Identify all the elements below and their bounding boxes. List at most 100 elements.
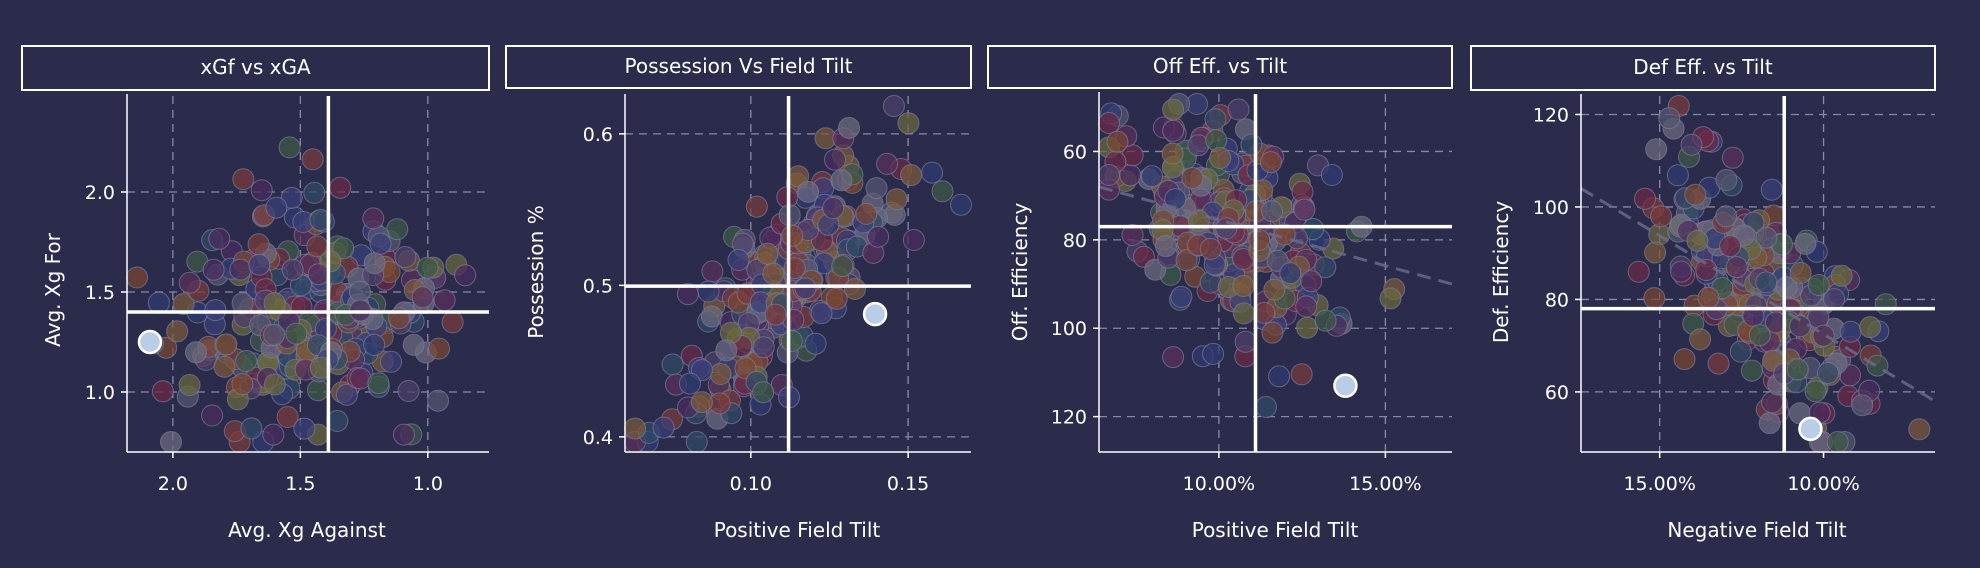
trend-layer bbox=[1580, 187, 1936, 403]
data-point bbox=[441, 311, 464, 334]
data-point bbox=[380, 350, 402, 373]
data-point bbox=[1175, 249, 1198, 272]
data-point bbox=[1666, 164, 1689, 187]
x-tick-label: 15.00% bbox=[1623, 473, 1695, 495]
data-point bbox=[1162, 346, 1185, 369]
y-tick-label: 120 bbox=[1051, 407, 1087, 429]
data-point bbox=[685, 431, 708, 453]
data-point bbox=[1259, 151, 1282, 174]
data-point bbox=[1205, 129, 1228, 152]
data-point bbox=[1202, 342, 1225, 365]
data-point bbox=[762, 262, 785, 285]
data-point bbox=[1707, 352, 1730, 375]
panel-title-box bbox=[21, 45, 490, 91]
data-point bbox=[797, 180, 820, 203]
data-point bbox=[394, 246, 417, 268]
data-point bbox=[1261, 321, 1284, 344]
data-point bbox=[876, 152, 899, 175]
y-tick-label: 100 bbox=[1051, 318, 1087, 340]
highlighted-point bbox=[862, 301, 888, 327]
data-point bbox=[433, 289, 456, 312]
data-point bbox=[678, 372, 701, 395]
data-point bbox=[1673, 348, 1696, 371]
data-point bbox=[213, 355, 236, 378]
data-point bbox=[1227, 98, 1250, 121]
data-point bbox=[921, 161, 944, 184]
data-point bbox=[1255, 396, 1277, 418]
data-point bbox=[235, 350, 258, 372]
x-tick-label: 10.00% bbox=[1183, 473, 1255, 495]
data-point bbox=[1181, 167, 1204, 189]
data-point bbox=[900, 164, 923, 187]
panel-title: Off Eff. vs Tilt bbox=[1153, 54, 1287, 78]
x-axis-label: Negative Field Tilt bbox=[1667, 518, 1846, 542]
x-tick-label: 0.15 bbox=[887, 473, 929, 495]
x-tick-label: 1.5 bbox=[285, 473, 315, 495]
data-point bbox=[397, 380, 420, 402]
data-point bbox=[1758, 412, 1781, 435]
data-point bbox=[1162, 98, 1185, 121]
y-tick-label: 2.0 bbox=[85, 182, 115, 204]
highlighted-point bbox=[137, 329, 163, 355]
y-tick-label: 80 bbox=[1545, 289, 1569, 311]
data-point bbox=[281, 258, 304, 281]
dots-layer bbox=[1627, 95, 1931, 453]
data-point bbox=[229, 258, 252, 281]
dots-layer bbox=[624, 95, 972, 453]
y-tick-label: 120 bbox=[1533, 104, 1569, 126]
data-point bbox=[1106, 130, 1129, 153]
data-point bbox=[1807, 274, 1830, 296]
panel-title-box bbox=[505, 45, 972, 89]
data-point bbox=[855, 202, 878, 225]
data-point bbox=[335, 383, 358, 406]
data-point bbox=[764, 303, 787, 326]
y-axis-label: Def. Efficiency bbox=[1489, 201, 1513, 344]
data-point bbox=[661, 353, 684, 376]
data-point bbox=[1859, 316, 1882, 339]
data-point bbox=[278, 136, 301, 159]
data-point bbox=[810, 302, 833, 325]
data-point bbox=[1314, 256, 1337, 279]
y-tick-label: 1.0 bbox=[85, 382, 115, 404]
data-point bbox=[201, 404, 224, 427]
data-point bbox=[690, 391, 713, 414]
data-point bbox=[1697, 286, 1720, 309]
data-point bbox=[1729, 340, 1752, 363]
data-point bbox=[1715, 205, 1738, 228]
data-point bbox=[1725, 256, 1748, 279]
data-point bbox=[307, 263, 330, 286]
data-point bbox=[307, 379, 329, 402]
highlight-layer bbox=[1333, 373, 1358, 398]
data-point bbox=[1162, 119, 1185, 142]
data-point bbox=[204, 299, 227, 322]
ticks-layer: 10.00% 15.00% 60 80 100 120 bbox=[1051, 141, 1422, 495]
data-point bbox=[1786, 358, 1809, 381]
data-point bbox=[715, 339, 738, 362]
data-point bbox=[160, 431, 182, 453]
data-point bbox=[1689, 328, 1712, 351]
data-point bbox=[830, 169, 853, 192]
data-point bbox=[369, 232, 392, 255]
panel-possession-vs-field-tilt: Possession Vs Field Tilt 0.10 0.150.40.50… bbox=[505, 45, 972, 542]
data-point bbox=[1650, 205, 1673, 228]
data-point bbox=[1379, 287, 1402, 310]
data-point bbox=[247, 233, 270, 256]
data-point bbox=[676, 283, 699, 306]
panel-off-eff-vs-tilt: Off Eff. vs Tilt 10.00% 15.00%6080100120 … bbox=[987, 45, 1453, 542]
y-tick-label: 100 bbox=[1533, 197, 1569, 219]
data-point bbox=[1199, 237, 1222, 260]
data-point bbox=[902, 229, 925, 251]
data-point bbox=[1141, 165, 1163, 188]
data-point bbox=[363, 252, 386, 275]
data-point bbox=[697, 280, 720, 303]
data-point bbox=[363, 333, 386, 356]
data-point bbox=[427, 389, 449, 412]
data-point bbox=[1817, 362, 1839, 384]
data-point bbox=[1789, 262, 1812, 284]
data-point bbox=[329, 176, 352, 199]
data-point bbox=[202, 258, 225, 281]
data-point bbox=[151, 380, 174, 403]
data-point bbox=[885, 188, 908, 211]
data-point bbox=[1296, 316, 1319, 339]
